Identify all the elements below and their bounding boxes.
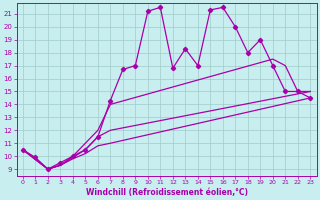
X-axis label: Windchill (Refroidissement éolien,°C): Windchill (Refroidissement éolien,°C) <box>85 188 248 197</box>
